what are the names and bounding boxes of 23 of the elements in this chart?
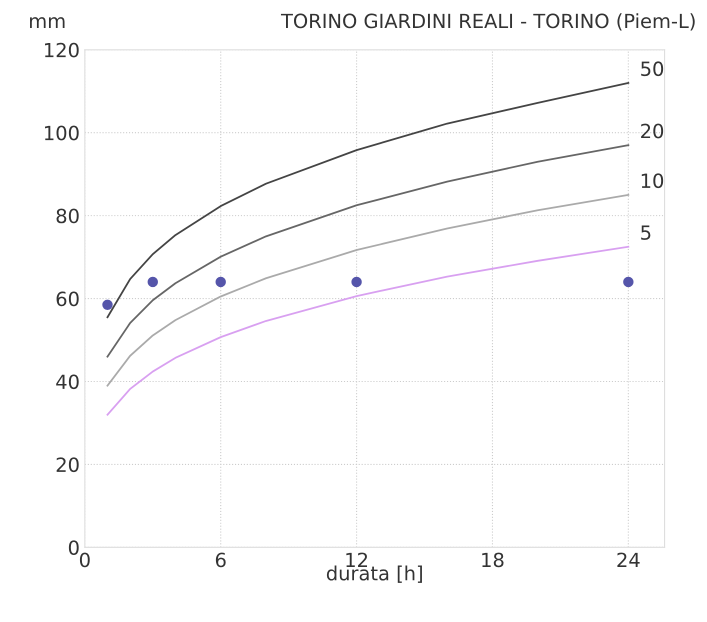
series-label: 5 xyxy=(641,225,650,240)
y-tick-label: 40 xyxy=(56,374,79,390)
x-tick-label: 6 xyxy=(216,552,226,568)
line-series xyxy=(106,82,630,318)
x-tick-label: 0 xyxy=(80,552,90,568)
x-tick-label: 24 xyxy=(617,552,640,567)
series-label: 20 xyxy=(641,124,664,138)
chart-title: TORINO GIARDINI REALI - TORINO (Piem-L) xyxy=(280,13,695,31)
y-tick-label: 60 xyxy=(56,292,79,306)
line-series xyxy=(106,246,630,416)
line-series xyxy=(106,144,630,358)
series-label: 10 xyxy=(642,173,664,188)
y-tick-label: 80 xyxy=(56,208,79,224)
y-axis-title: mm xyxy=(30,17,65,28)
x-tick-label: 18 xyxy=(482,552,504,568)
y-tick-label: 20 xyxy=(56,457,79,472)
y-tick-label: 120 xyxy=(45,42,79,58)
line-series xyxy=(106,194,630,387)
x-axis-title: durata [h] xyxy=(326,565,422,583)
y-tick-label: 100 xyxy=(45,126,79,140)
series-label: 50 xyxy=(641,61,664,76)
x-tick-label: 12 xyxy=(346,552,368,567)
y-tick-label: 0 xyxy=(68,540,79,556)
